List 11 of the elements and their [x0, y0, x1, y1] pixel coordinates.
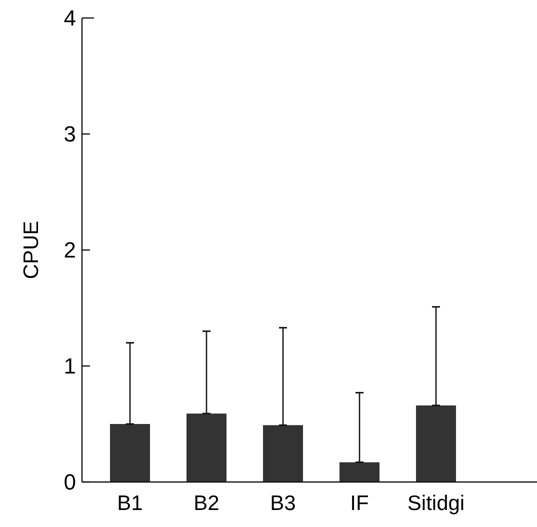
y-tick-label: 0: [64, 470, 76, 495]
x-tick-label: Sitidgi: [407, 492, 465, 515]
x-tick-label: B2: [194, 492, 220, 515]
y-tick-label: 2: [64, 238, 76, 263]
x-tick-label: B3: [270, 492, 296, 515]
y-tick-label: 1: [64, 354, 76, 379]
y-tick-label: 4: [64, 6, 76, 31]
y-tick-label: 3: [64, 122, 76, 147]
y-axis-title: CPUE: [20, 220, 43, 280]
x-tick-label: IF: [350, 492, 369, 515]
x-tick-label: B1: [117, 492, 143, 515]
